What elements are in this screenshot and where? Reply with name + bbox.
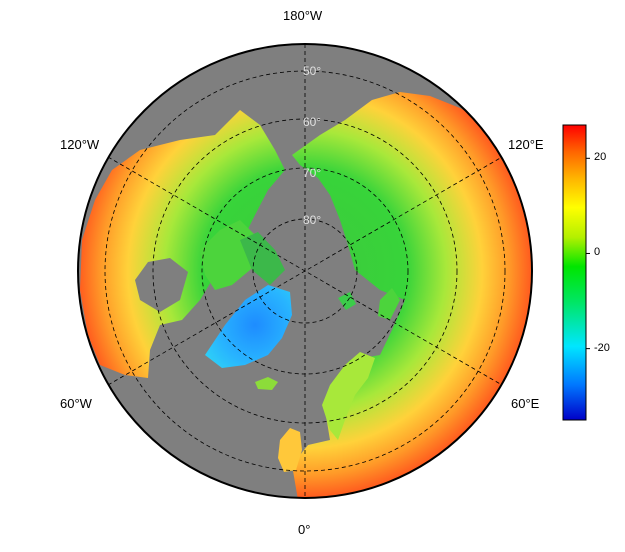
- lon-label-lower-right: 60°E: [511, 396, 540, 411]
- lat-circle-50: [104, 70, 506, 472]
- land-masses: [80, 92, 532, 498]
- britain-landmass: [278, 428, 302, 472]
- novaya-zemlya: [378, 288, 400, 320]
- map-border: [77, 43, 533, 499]
- lat-label-50: 50°: [303, 64, 321, 78]
- svalbard: [338, 292, 356, 310]
- hudson-bay: [135, 258, 188, 312]
- ellesmere-island: [240, 232, 285, 285]
- lat-label-60: 60°: [303, 115, 321, 129]
- lat-label-70: 70°: [303, 166, 321, 180]
- iceland-landmass: [255, 377, 278, 390]
- colorbar: [562, 124, 587, 421]
- greenland-landmass: [205, 285, 292, 368]
- colorbar-tick-label: -20: [594, 341, 610, 354]
- colorbar-tick-label: 0: [594, 246, 601, 259]
- meridian-120: [107, 156, 503, 386]
- lat-circle-80: [252, 218, 358, 324]
- scandinavia-landmass: [322, 352, 375, 440]
- colorbar-tick-label: 20: [594, 151, 607, 164]
- graticule: [104, 44, 506, 498]
- north-america-landmass: [80, 110, 285, 378]
- lon-label-top: 180°W: [283, 8, 323, 23]
- lat-label-80: 80°: [303, 213, 321, 227]
- eurasia-landmass: [292, 92, 532, 498]
- colorbar-ticks: [586, 157, 590, 350]
- lon-label-upper-left: 120°W: [60, 137, 100, 152]
- lon-label-bottom: 0°: [298, 522, 311, 537]
- lon-label-lower-left: 60°W: [60, 396, 92, 411]
- lon-label-upper-right: 120°E: [508, 137, 544, 152]
